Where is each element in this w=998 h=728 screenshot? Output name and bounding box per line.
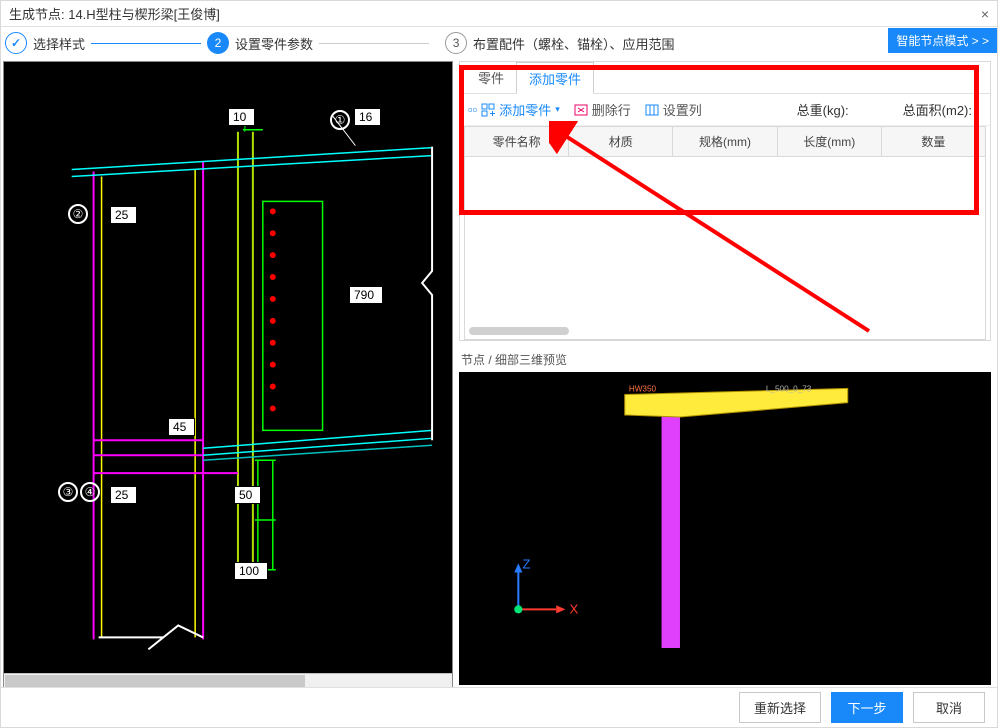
set-columns-label: 设置列 bbox=[663, 100, 702, 119]
title-bar: 生成节点: 14.H型柱与楔形梁[王俊博] × bbox=[1, 1, 997, 27]
marker-2: ② bbox=[68, 204, 88, 224]
add-icon bbox=[481, 103, 495, 117]
col-length: 长度(mm) bbox=[778, 127, 882, 156]
add-part-button[interactable]: ▫▫ 添加零件 ▾ bbox=[468, 100, 560, 119]
step-2-label: 设置零件参数 bbox=[235, 34, 313, 53]
step-3: 3 布置配件（螺栓、锚栓）、应用范围 bbox=[445, 27, 675, 59]
parts-table-body[interactable] bbox=[464, 157, 986, 340]
step-connector bbox=[91, 43, 201, 44]
preview-3d-drawing: HW350 L_500_0_73 X Z bbox=[459, 372, 991, 648]
preview-title: 节点 / 细部三维预览 bbox=[459, 349, 991, 372]
parts-table-header: 零件名称 材质 规格(mm) 长度(mm) 数量 bbox=[464, 126, 986, 157]
columns-icon bbox=[645, 104, 659, 116]
tab-add-parts[interactable]: 添加零件 bbox=[516, 62, 594, 94]
preview-panel: 节点 / 细部三维预览 HW350 L_500_0_73 X Z bbox=[459, 349, 991, 685]
step-3-label: 布置配件（螺栓、锚栓）、应用范围 bbox=[473, 34, 675, 53]
add-icon: ▫▫ bbox=[468, 102, 477, 117]
dim-790[interactable]: 790 bbox=[349, 286, 383, 304]
dialog-footer: 重新选择 下一步 取消 bbox=[1, 687, 997, 727]
next-button[interactable]: 下一步 bbox=[831, 692, 903, 723]
dim-25a[interactable]: 25 bbox=[110, 206, 137, 224]
dim-25b[interactable]: 25 bbox=[110, 486, 137, 504]
preview-3d-viewport[interactable]: HW350 L_500_0_73 X Z bbox=[459, 372, 991, 685]
beam-label-right: L_500_0_73 bbox=[766, 384, 812, 393]
parts-tabs: 零件 添加零件 bbox=[460, 62, 990, 94]
chevron-down-icon: ▾ bbox=[555, 104, 560, 115]
col-qty: 数量 bbox=[882, 127, 985, 156]
right-pane: 零件 添加零件 ▫▫ 添加零件 ▾ 删除行 bbox=[457, 59, 997, 687]
marker-1: ① bbox=[330, 110, 350, 130]
table-scrollbar[interactable] bbox=[469, 327, 569, 335]
delete-row-icon bbox=[574, 104, 588, 116]
step-2[interactable]: 2 设置零件参数 bbox=[207, 27, 313, 59]
col-spec: 规格(mm) bbox=[673, 127, 777, 156]
cad-viewport[interactable]: ① ② ③ ④ 10 16 25 25 45 50 100 790 bbox=[3, 61, 453, 689]
dim-45[interactable]: 45 bbox=[168, 418, 195, 436]
col-material: 材质 bbox=[569, 127, 673, 156]
cad-drawing bbox=[4, 62, 452, 659]
total-area-label: 总面积(m2): bbox=[903, 100, 972, 119]
check-icon bbox=[5, 32, 27, 54]
set-columns-button[interactable]: 设置列 bbox=[645, 100, 702, 119]
delete-row-label: 删除行 bbox=[592, 100, 631, 119]
parts-toolbar: ▫▫ 添加零件 ▾ 删除行 设置列 总重(kg): 总 bbox=[460, 94, 990, 126]
add-part-label: 添加零件 bbox=[499, 100, 551, 119]
reselect-button[interactable]: 重新选择 bbox=[739, 692, 821, 723]
step-connector bbox=[319, 43, 429, 44]
parts-panel: 零件 添加零件 ▫▫ 添加零件 ▾ 删除行 bbox=[459, 61, 991, 341]
parts-panel-wrap: 零件 添加零件 ▫▫ 添加零件 ▾ 删除行 bbox=[459, 61, 991, 341]
horizontal-scrollbar[interactable] bbox=[4, 673, 452, 688]
dim-16[interactable]: 16 bbox=[354, 108, 381, 126]
dim-100[interactable]: 100 bbox=[234, 562, 268, 580]
smart-node-mode-button[interactable]: 智能节点模式 > > bbox=[888, 28, 997, 53]
main-area: ① ② ③ ④ 10 16 25 25 45 50 100 790 零件 添加零… bbox=[1, 59, 997, 687]
tab-parts[interactable]: 零件 bbox=[466, 62, 516, 93]
cancel-button[interactable]: 取消 bbox=[913, 692, 985, 723]
total-weight-label: 总重(kg): bbox=[797, 100, 849, 119]
window-title: 生成节点: 14.H型柱与楔形梁[王俊博] bbox=[9, 4, 981, 23]
marker-4: ④ bbox=[80, 482, 100, 502]
dim-50[interactable]: 50 bbox=[234, 486, 261, 504]
dim-10[interactable]: 10 bbox=[228, 108, 255, 126]
axis-x-label: X bbox=[569, 601, 578, 616]
delete-row-button[interactable]: 删除行 bbox=[574, 100, 631, 119]
step-1[interactable]: 选择样式 bbox=[5, 27, 85, 59]
step-3-number: 3 bbox=[445, 32, 467, 54]
step-1-label: 选择样式 bbox=[33, 34, 85, 53]
marker-3: ③ bbox=[58, 482, 78, 502]
axis-z-label: Z bbox=[522, 556, 530, 571]
col-name: 零件名称 bbox=[465, 127, 569, 156]
wizard-steps: 选择样式 2 设置零件参数 3 布置配件（螺栓、锚栓）、应用范围 智能节点模式 … bbox=[1, 27, 997, 59]
step-2-number: 2 bbox=[207, 32, 229, 54]
close-icon[interactable]: × bbox=[981, 6, 989, 22]
beam-label-left: HW350 bbox=[629, 384, 657, 393]
